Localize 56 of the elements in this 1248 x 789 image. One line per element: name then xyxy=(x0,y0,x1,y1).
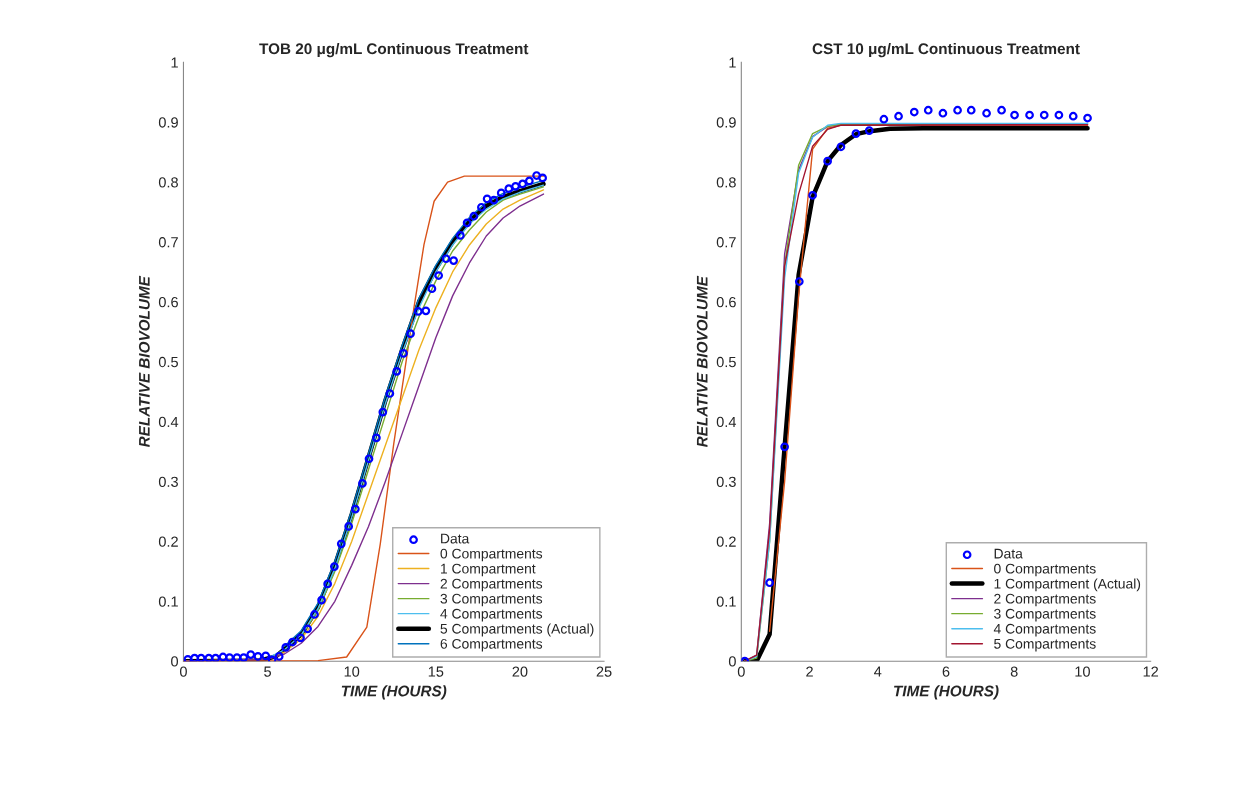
y-tick-label: 0.2 xyxy=(716,536,736,547)
y-tick-label: 0 xyxy=(728,656,736,667)
legend-label: 5 Compartments xyxy=(994,638,1096,652)
y-tick-label: 0.1 xyxy=(716,596,736,607)
legend-label: 4 Compartments xyxy=(440,608,543,622)
x-tick-label: 4 xyxy=(874,666,882,677)
y-tick-label: 0.9 xyxy=(716,117,736,128)
legend-label: 5 Compartments (Actual) xyxy=(440,623,594,637)
legend-label: 4 Compartments xyxy=(993,623,1096,637)
y-tick-label: 0.9 xyxy=(158,117,178,128)
x-tick-label: 6 xyxy=(942,666,950,677)
x-tick-label: 20 xyxy=(512,666,528,677)
legend-label: Data xyxy=(441,533,470,544)
legend-label: 2 Compartments xyxy=(994,593,1096,607)
y-axis-title: RELATIVE BIOVOLUME xyxy=(138,275,150,448)
x-axis-title: TIME (HOURS) xyxy=(894,685,999,700)
y-tick-label: 0.2 xyxy=(158,536,178,547)
legend-label: 3 Compartments xyxy=(994,608,1096,622)
x-tick-label: 0 xyxy=(179,666,187,677)
legend-label: 0 Compartments xyxy=(994,563,1096,577)
legend-label: 6 Compartments xyxy=(440,638,543,652)
y-tick-label: 0.4 xyxy=(716,416,737,428)
y-tick-label: 0.6 xyxy=(716,296,736,308)
y-tick-label: 0.3 xyxy=(158,476,178,487)
y-tick-label: 0.3 xyxy=(716,476,736,487)
x-tick-label: 12 xyxy=(1143,666,1159,677)
y-tick-label: 0.5 xyxy=(716,356,736,368)
legend-label: 0 Compartments xyxy=(440,548,543,562)
y-tick-label: 0.1 xyxy=(158,596,178,607)
y-tick-label: 0.7 xyxy=(716,237,736,248)
legend-label: 3 Compartments xyxy=(440,593,543,607)
x-axis-title: TIME (HOURS) xyxy=(341,685,447,700)
legend-label: 2 Compartments xyxy=(440,578,543,592)
y-tick-label: 1 xyxy=(171,57,178,68)
y-tick-label: 0 xyxy=(171,656,179,667)
x-tick-label: 25 xyxy=(596,666,612,677)
y-tick-label: 0.5 xyxy=(158,356,178,368)
chart-title: CST 10 μg/mL Continuous Treatment xyxy=(812,42,1080,58)
x-tick-label: 15 xyxy=(428,666,444,677)
y-tick-label: 0.8 xyxy=(158,177,178,188)
y-tick-label: 1 xyxy=(729,57,736,68)
x-tick-label: 2 xyxy=(806,666,813,677)
y-tick-label: 0.8 xyxy=(716,177,736,188)
y-tick-label: 0.6 xyxy=(158,296,178,308)
x-tick-label: 5 xyxy=(264,666,272,677)
legend-label: 1 Compartment xyxy=(441,563,536,577)
x-tick-label: 0 xyxy=(737,666,745,677)
y-axis-title: RELATIVE BIOVOLUME xyxy=(696,275,708,448)
chart-title: TOB 20 μg/mL Continuous Treatment xyxy=(259,42,529,58)
legend-label: 1 Compartment (Actual) xyxy=(994,578,1141,592)
y-tick-label: 0.4 xyxy=(158,416,179,428)
x-tick-label: 10 xyxy=(1075,666,1090,677)
y-tick-label: 0.7 xyxy=(158,237,178,248)
legend-label: Data xyxy=(994,548,1023,559)
x-tick-label: 10 xyxy=(344,666,360,677)
x-tick-label: 8 xyxy=(1010,666,1018,677)
